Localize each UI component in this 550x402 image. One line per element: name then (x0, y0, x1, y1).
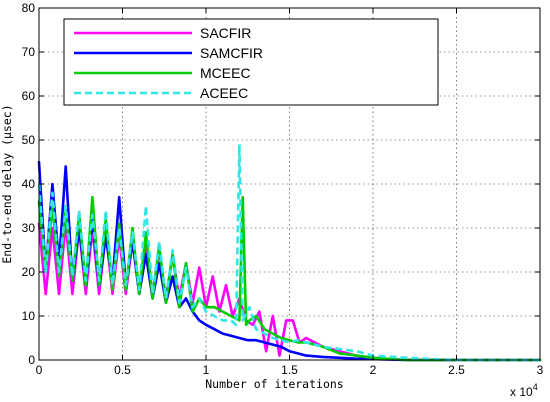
y-tick-label: 0 (28, 353, 35, 367)
x-tick-label: 1.5 (281, 363, 298, 377)
legend: SACFIR SAMCFIR MCEEC ACEEC (63, 18, 439, 106)
y-tick-label: 40 (22, 177, 36, 191)
series-lines (37, 143, 542, 362)
x-tick-label: 2.5 (448, 363, 465, 377)
x-tick-label: 0 (36, 363, 43, 377)
x-tick-label: 2 (370, 363, 377, 377)
legend-label-samcfir: SAMCFIR (200, 45, 263, 61)
y-tick-label: 20 (22, 265, 36, 279)
x-axis-multiplier-base: x 10 (510, 385, 533, 399)
x-tick-label: 3 (537, 363, 544, 377)
x-axis-multiplier: x 104 (510, 382, 538, 399)
series-line-aceec (37, 143, 540, 362)
y-tick-label: 30 (22, 221, 36, 235)
x-axis-multiplier-exponent: 4 (533, 382, 538, 392)
y-tick-label: 70 (22, 45, 36, 59)
y-axis-title: End-to-end delay (μsec) (0, 104, 14, 263)
x-tick-label: 0.5 (114, 363, 131, 377)
y-tick-label: 80 (22, 1, 36, 15)
legend-label-aceec: ACEEC (200, 85, 248, 101)
y-tick-label: 50 (22, 133, 36, 147)
y-tick-label: 10 (22, 309, 36, 323)
x-tick-label: 1 (203, 363, 210, 377)
y-tick-label: 60 (22, 89, 36, 103)
legend-label-mceec: MCEEC (200, 65, 251, 81)
x-axis-title: Number of iterations (205, 377, 343, 391)
legend-label-sacfir: SACFIR (200, 25, 251, 41)
